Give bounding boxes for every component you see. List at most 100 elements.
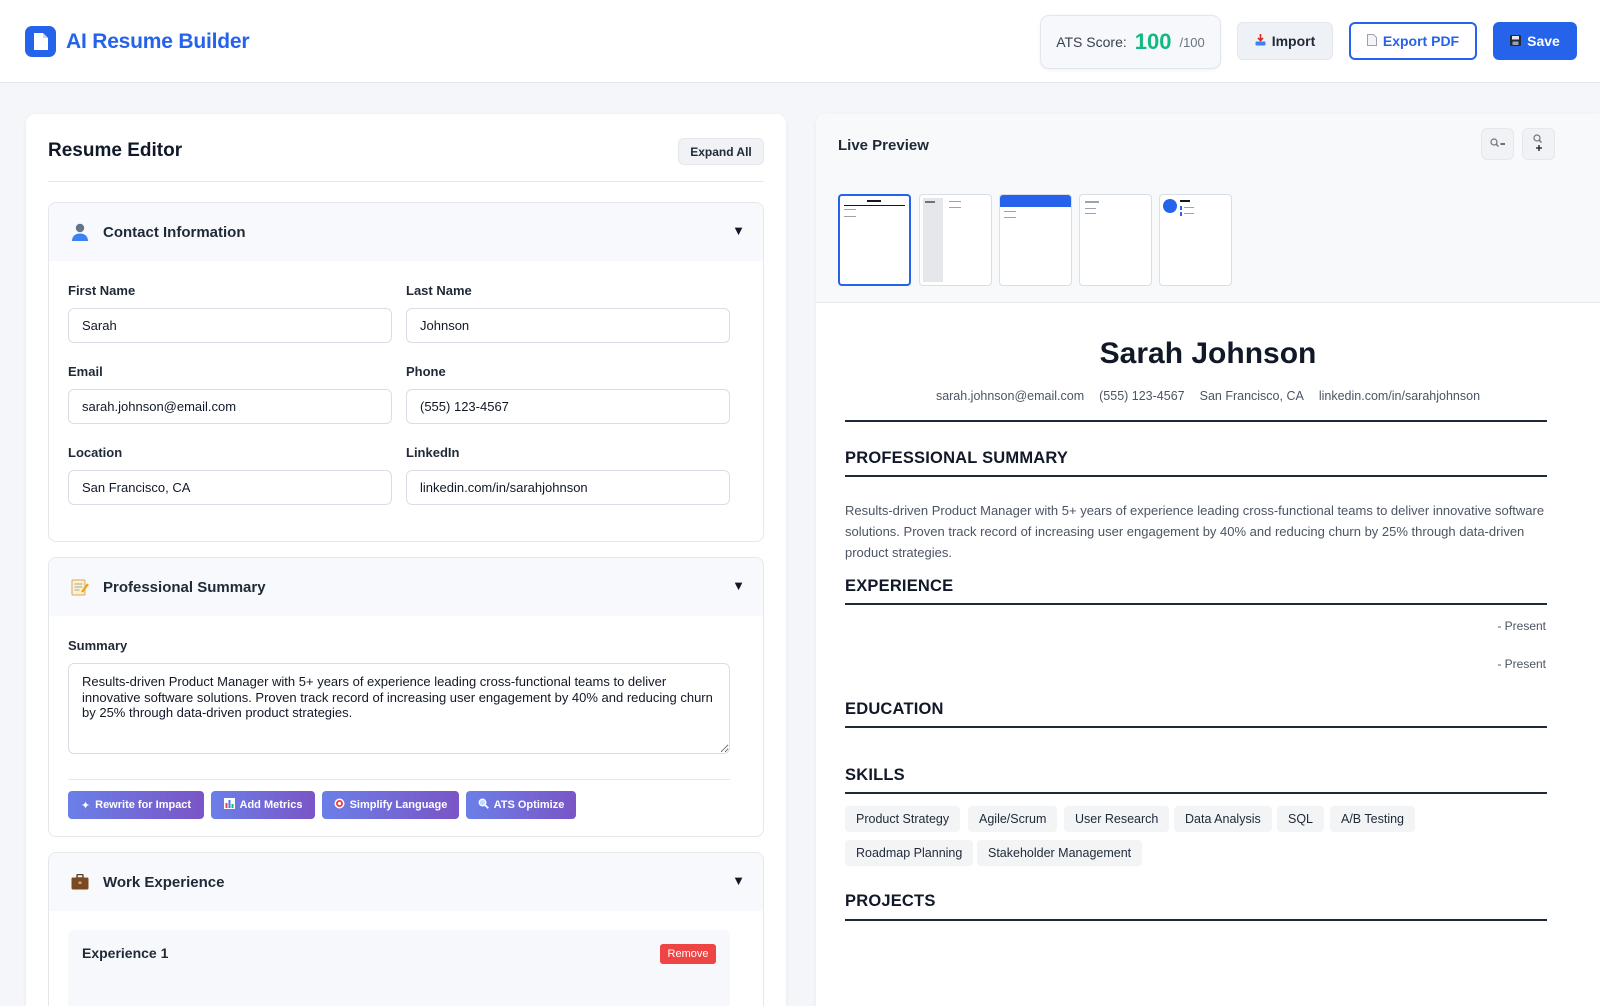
- last-name-input[interactable]: [406, 308, 730, 343]
- app-header: AI Resume Builder ATS Score: 100 /100 Im…: [0, 0, 1600, 83]
- location-label: Location: [68, 445, 123, 460]
- work-experience-section-title: Work Experience: [103, 873, 225, 891]
- app-title: AI Resume Builder: [66, 29, 250, 53]
- ats-score-value: 100: [1134, 29, 1172, 54]
- editor-title: Resume Editor: [48, 140, 183, 161]
- briefcase-icon: [69, 871, 91, 893]
- sparkles-icon: ✦: [80, 799, 91, 812]
- summary-heading: PROFESSIONAL SUMMARY: [845, 449, 1069, 467]
- template-thumbnail-sidebar[interactable]: [919, 194, 992, 286]
- resume-phone: (555) 123-4567: [1099, 389, 1185, 403]
- template-thumbnail-modern[interactable]: [1159, 194, 1232, 286]
- summary-textarea[interactable]: Results-driven Product Manager with 5+ y…: [68, 663, 730, 754]
- skill-tag: Roadmap Planning: [845, 840, 974, 866]
- zoom-out-button[interactable]: [1481, 128, 1514, 160]
- summary-label: Summary: [68, 638, 128, 653]
- last-name-label: Last Name: [406, 283, 472, 298]
- brand: AI Resume Builder: [25, 26, 250, 57]
- simplify-language-button[interactable]: Simplify Language: [322, 791, 459, 819]
- skill-tag: Data Analysis: [1174, 806, 1272, 832]
- contact-section: Contact Information ▼ First Name Last Na…: [48, 202, 764, 542]
- first-name-input[interactable]: [68, 308, 392, 343]
- chevron-down-icon[interactable]: ▼: [732, 223, 745, 238]
- skill-tag: User Research: [1064, 806, 1170, 832]
- skill-tag: A/B Testing: [1330, 806, 1416, 832]
- summary-section-header[interactable]: Professional Summary ▼: [49, 558, 763, 616]
- skill-tag: SQL: [1277, 806, 1325, 832]
- section-rule: [845, 919, 1547, 921]
- location-input[interactable]: [68, 470, 392, 505]
- skill-tag: Stakeholder Management: [977, 840, 1143, 866]
- work-experience-section: Work Experience ▼ Experience 1 Remove: [48, 852, 764, 1006]
- ats-score-badge: ATS Score: 100 /100: [1040, 15, 1221, 69]
- live-preview-panel: Live Preview: [816, 114, 1600, 1006]
- resume-contact-line: sarah.johnson@email.com (555) 123-4567 S…: [816, 389, 1600, 403]
- experience-heading: EXPERIENCE: [845, 577, 954, 595]
- remove-experience-button[interactable]: Remove: [660, 944, 716, 964]
- divider: [48, 181, 764, 182]
- document-icon: [25, 26, 56, 57]
- ats-score-max: /100: [1179, 34, 1205, 50]
- experience-card: Experience 1 Remove: [68, 930, 730, 1006]
- section-rule: [845, 475, 1547, 477]
- rewrite-for-impact-button[interactable]: ✦ Rewrite for Impact: [68, 791, 204, 819]
- resume-editor-panel: Resume Editor Expand All Contact Informa…: [26, 114, 786, 1006]
- preview-title: Live Preview: [838, 137, 929, 154]
- rewrite-label: Rewrite for Impact: [95, 799, 192, 811]
- resume-email: sarah.johnson@email.com: [935, 389, 1085, 403]
- zoom-in-button[interactable]: [1522, 128, 1555, 160]
- save-button[interactable]: Save: [1493, 22, 1577, 60]
- ats-optimize-button[interactable]: ATS Optimize: [466, 791, 576, 819]
- contact-section-header[interactable]: Contact Information ▼: [49, 203, 763, 261]
- template-thumbnail-banner[interactable]: [999, 194, 1072, 286]
- divider: [68, 779, 730, 780]
- chevron-down-icon[interactable]: ▼: [732, 873, 745, 888]
- resume-summary-text: Results-driven Product Manager with 5+ y…: [845, 503, 1545, 560]
- export-pdf-button[interactable]: Export PDF: [1349, 22, 1477, 60]
- resume-location: San Francisco, CA: [1199, 389, 1304, 403]
- export-pdf-label: Export PDF: [1382, 33, 1460, 49]
- contact-section-title: Contact Information: [103, 223, 246, 241]
- memo-icon: [69, 576, 91, 598]
- experience-title: Experience 1: [82, 945, 169, 961]
- expand-all-button[interactable]: Expand All: [678, 138, 764, 165]
- save-label: Save: [1527, 33, 1560, 49]
- template-thumbnail-minimal[interactable]: [1079, 194, 1152, 286]
- bar-chart-icon: [223, 798, 235, 812]
- import-button[interactable]: Import: [1237, 22, 1333, 60]
- chevron-down-icon[interactable]: ▼: [732, 578, 745, 593]
- experience-date-2: - Present: [1497, 657, 1546, 671]
- target-icon: [334, 798, 345, 812]
- section-rule: [845, 792, 1547, 794]
- email-label: Email: [68, 364, 103, 379]
- work-experience-section-header[interactable]: Work Experience ▼: [49, 853, 763, 911]
- education-heading: EDUCATION: [845, 700, 944, 718]
- first-name-label: First Name: [68, 283, 136, 298]
- linkedin-label: LinkedIn: [406, 445, 460, 460]
- add-metrics-button[interactable]: Add Metrics: [211, 791, 315, 819]
- inbox-tray-icon: [1255, 33, 1266, 49]
- skills-heading: SKILLS: [845, 766, 905, 784]
- skill-tag: Product Strategy: [845, 806, 961, 832]
- email-input[interactable]: [68, 389, 392, 424]
- floppy-disk-icon: [1510, 33, 1522, 49]
- section-rule: [845, 603, 1547, 605]
- page-icon: [1366, 33, 1377, 49]
- resume-linkedin: linkedin.com/in/sarahjohnson: [1318, 389, 1481, 403]
- template-thumbnail-classic[interactable]: [838, 194, 911, 286]
- zoom-in-icon: [1532, 133, 1545, 155]
- simplify-label: Simplify Language: [349, 799, 448, 811]
- resume-name: Sarah Johnson: [1099, 337, 1317, 370]
- ats-optimize-label: ATS Optimize: [493, 799, 565, 811]
- phone-input[interactable]: [406, 389, 730, 424]
- experience-date-1: - Present: [1497, 619, 1546, 633]
- section-rule: [845, 726, 1547, 728]
- phone-label: Phone: [406, 364, 446, 379]
- projects-heading: PROJECTS: [845, 892, 936, 910]
- preview-toolbar: Live Preview: [816, 114, 1600, 303]
- ats-score-label: ATS Score:: [1056, 34, 1127, 50]
- import-label: Import: [1271, 33, 1316, 49]
- person-icon: [69, 221, 91, 243]
- zoom-out-icon: [1489, 137, 1506, 151]
- linkedin-input[interactable]: [406, 470, 730, 505]
